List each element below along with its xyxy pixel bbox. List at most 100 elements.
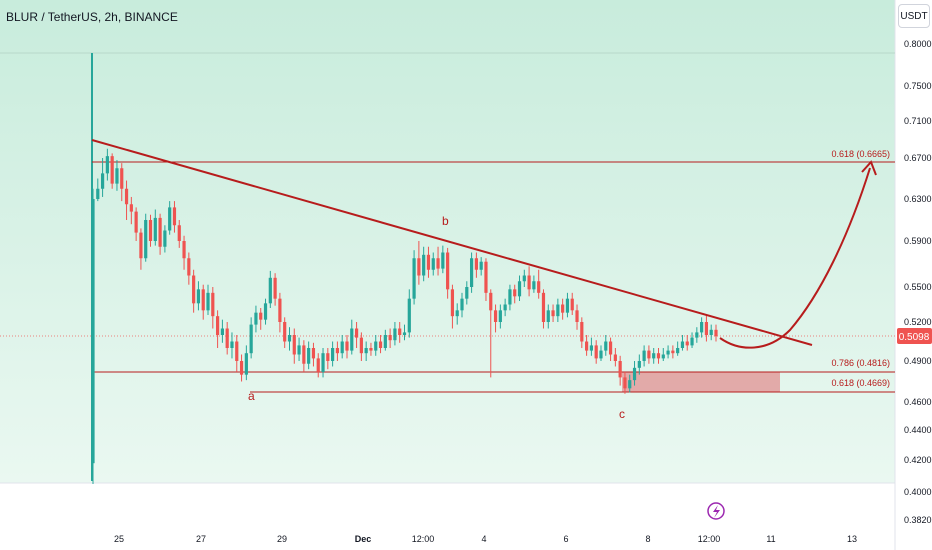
candle-body [225,328,229,348]
candle-body [628,380,632,389]
fib-label-mid: 0.786 (0.4816) [831,358,890,368]
projection-curve[interactable] [719,167,871,349]
candle [273,273,277,306]
candle-body [91,199,95,464]
candle-body [508,289,512,305]
candle [235,335,239,372]
candle-body [182,241,186,259]
candle [551,304,555,322]
candle-body [417,258,421,276]
candle [192,269,196,313]
wave-label-b: b [442,214,449,228]
candle-body [292,335,296,355]
candle-body [498,310,502,322]
candle [398,322,402,343]
time-axis-background [0,533,895,550]
candle-body [407,298,411,333]
lightning-icon[interactable] [707,502,725,520]
candle [402,324,407,341]
candle [455,303,459,325]
candle [216,310,220,348]
candle [585,335,589,356]
candle [177,220,181,248]
currency-badge[interactable]: USDT [898,4,930,28]
candle [383,329,387,351]
candle-body [196,289,201,304]
candle-body [340,341,344,354]
candle-body [489,292,493,311]
wave-label-a: a [248,389,255,403]
candle-body [115,168,119,184]
candle [340,335,344,359]
candle [225,322,229,355]
candle-body [599,350,603,359]
candle [105,148,109,181]
candle [608,337,613,361]
candle [345,335,349,359]
candle [695,327,699,343]
time-tick-label: 11 [766,534,775,544]
candle-body [307,348,311,364]
candle [503,298,507,317]
candle-body [163,230,167,247]
candle-body [704,322,709,335]
candle-body [656,353,661,359]
candle-body [695,332,699,338]
time-tick-label: 13 [847,534,857,544]
candle [335,341,340,361]
candle-body [585,341,589,351]
candle [359,332,363,361]
candle [139,228,143,270]
candle [134,207,138,241]
candle [124,180,129,220]
candle [239,354,244,382]
candle [244,345,248,381]
candle [604,335,608,356]
candle-body [441,252,445,269]
candle-body [541,292,546,322]
candle-body [139,232,143,259]
candle-body [561,304,565,313]
candle [388,328,392,348]
candle-body [398,328,402,335]
candle-body [527,275,531,290]
candle [220,319,224,343]
price-tick-label: 0.3820 [904,515,932,525]
candle [537,269,541,299]
candle-body [469,258,474,287]
candle-body [374,341,378,351]
candle-body [206,292,210,311]
candle-body [613,354,617,361]
candle-body [297,345,301,355]
candle-body [359,337,363,354]
candle [278,292,282,333]
candle-body [134,211,138,233]
candle-body [632,367,637,381]
candle-body [345,341,349,351]
candle [637,354,641,375]
candle [292,328,296,364]
candle-body [378,341,383,348]
candle-body [690,337,694,346]
candle [100,158,105,197]
candle-body [388,335,392,341]
price-tick-label: 0.6700 [904,153,932,163]
candle-body [608,341,613,355]
candle [685,335,689,351]
candle-body [335,348,340,354]
candle [110,153,114,189]
descending-trendline[interactable] [91,139,813,346]
candle [201,284,205,320]
candle [479,257,483,276]
candle-body [522,275,526,282]
candle [561,298,565,320]
support-zone[interactable] [622,372,780,392]
candle-body [517,281,522,297]
candle [709,324,713,341]
candle [484,258,488,301]
price-axis-ticks: 0.8000 0.7500 0.7100 0.6700 0.6300 0.5900 0.55… [904,39,932,525]
candle-body [623,377,627,389]
candle-body [216,316,220,335]
candle [378,335,383,354]
